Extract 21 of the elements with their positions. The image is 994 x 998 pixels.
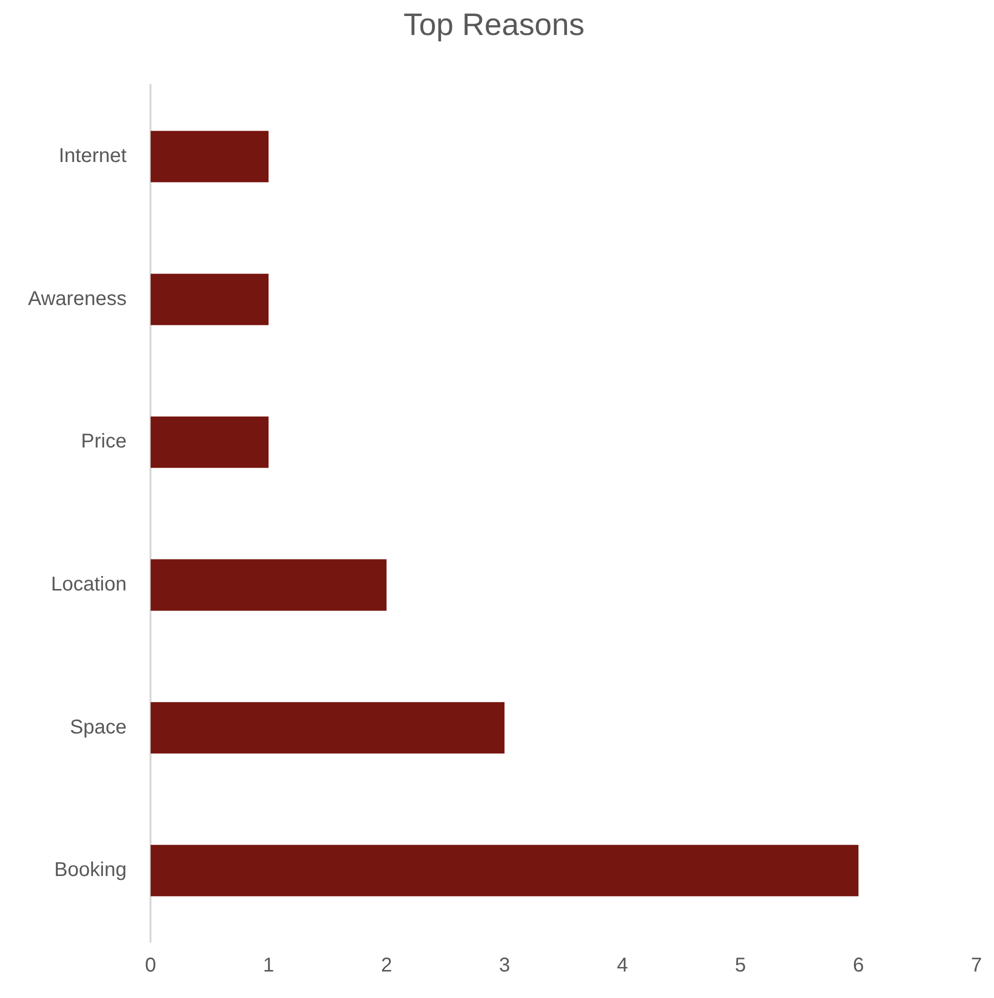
bar bbox=[150, 274, 269, 326]
chart-title: Top Reasons bbox=[404, 7, 584, 42]
y-tick-label: Price bbox=[80, 430, 127, 453]
y-tick-label: Internet bbox=[58, 145, 128, 168]
bar bbox=[150, 130, 269, 182]
x-tick-label: 5 bbox=[734, 954, 746, 977]
y-tick-label: Location bbox=[50, 574, 127, 596]
x-tick-label: 7 bbox=[970, 954, 982, 977]
x-tick-label: 2 bbox=[380, 954, 392, 977]
bar bbox=[150, 559, 387, 611]
bar bbox=[150, 416, 269, 468]
x-tick-label: 6 bbox=[852, 954, 864, 977]
bar bbox=[150, 702, 505, 754]
bar bbox=[150, 844, 858, 896]
y-tick-label: Space bbox=[70, 716, 127, 738]
x-tick-label: 0 bbox=[145, 954, 156, 977]
y-tick-label: Awareness bbox=[28, 288, 127, 310]
x-tick-label: 1 bbox=[262, 954, 274, 977]
x-tick-label: 4 bbox=[616, 954, 628, 977]
x-tick-label: 3 bbox=[498, 954, 510, 977]
y-tick-label: Booking bbox=[54, 859, 127, 882]
